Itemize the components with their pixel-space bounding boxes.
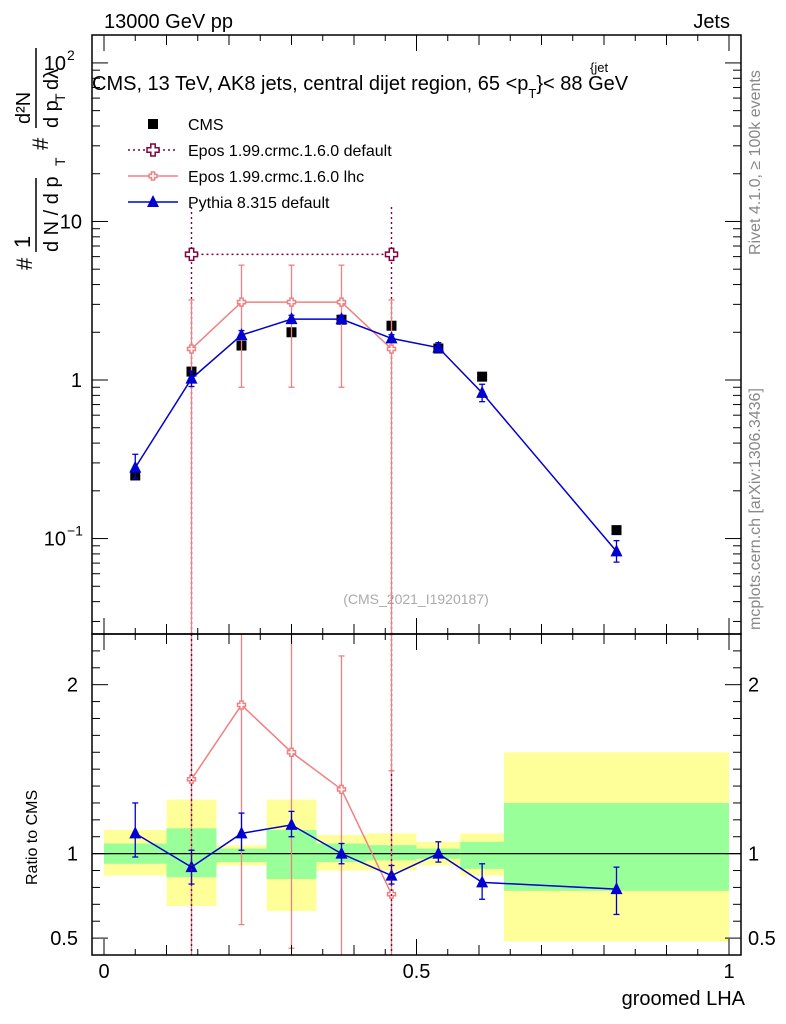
plot-title-main: CMS, 13 TeV, AK8 jets, central dijet reg… xyxy=(92,73,528,95)
ratio-series-epos-default xyxy=(190,634,393,955)
epos-default-point-1 xyxy=(384,247,399,262)
y-axis-label-main: # 1 d N / d p T # d²N d p T dλ xyxy=(10,48,68,270)
pythia-8-315-default-ratio-point-4 xyxy=(335,846,348,859)
ry-tick-label-left-0: 0.5 xyxy=(50,928,78,950)
pythia-8-315-default-ratio-point-3 xyxy=(285,817,298,830)
ry-tick-label-left-1: 1 xyxy=(67,844,78,866)
x-tick-label-1: 0.5 xyxy=(403,961,431,983)
legend-3-label: Pythia 8.315 default xyxy=(188,195,330,212)
y-label-hash2: # xyxy=(28,137,53,150)
pythia-8-315-default-ratio-point-8 xyxy=(610,882,623,895)
pythia-8-315-default-point-5 xyxy=(385,331,398,344)
legend-1-label: Epos 1.99.crmc.1.6.0 default xyxy=(188,143,392,160)
epos-1-99-crmc-1-6-0-lhc-point-4 xyxy=(386,344,397,354)
pythia-8-315-default-point-1 xyxy=(185,371,198,384)
pythia-8-315-default-point-3 xyxy=(285,312,298,325)
ry-tick-label-right-1: 1 xyxy=(748,844,759,866)
epos-1-99-crmc-1-6-0-lhc-point-3 xyxy=(336,297,347,307)
y-label-frac-den-end: dλ xyxy=(41,69,63,90)
ratio-panel-series xyxy=(129,634,623,955)
epos-lhc-main-errbar-extension xyxy=(390,634,393,771)
y-label-hash: # xyxy=(12,257,37,270)
legend-1-marker xyxy=(146,143,160,157)
ry-tick-label-right-0: 0.5 xyxy=(748,928,776,950)
plot-title-end: }< 88 GeV xyxy=(536,73,628,95)
pythia-8-315-default-ratio-point-2 xyxy=(235,826,248,839)
epos-1-99-crmc-1-6-0-lhc-ratio-point-2 xyxy=(286,747,297,758)
pythia-8-315-default-ratio-point-0 xyxy=(129,826,142,839)
y-label-den-sub: T xyxy=(52,157,68,166)
cms-point-8 xyxy=(611,525,622,536)
ry-tick-label-right-2: 2 xyxy=(748,675,759,697)
epos-1-99-crmc-1-6-0-lhc-point-1 xyxy=(236,297,247,307)
pythia-8-315-default-ratio-point-7 xyxy=(476,875,489,888)
pythia-8-315-default-point-6 xyxy=(432,340,445,353)
epos-1-99-crmc-1-6-0-lhc-point-2 xyxy=(286,297,297,307)
y-label-frac-den: d p xyxy=(41,100,63,128)
legend-0-marker xyxy=(148,119,158,129)
y-tick-label-main-1: 1 xyxy=(71,370,82,392)
pythia-8-315-default-point-0 xyxy=(129,460,142,473)
cms-point-7 xyxy=(477,371,488,382)
y-axis-label-ratio: Ratio to CMS xyxy=(24,790,41,885)
pythia-8-315-default-line xyxy=(134,318,618,552)
plot-title-sub: T xyxy=(528,86,536,101)
x-tick-label-2: 1 xyxy=(723,961,734,983)
header-right: Jets xyxy=(693,11,730,33)
legend-0-label: CMS xyxy=(188,117,224,134)
plot-title-sup: {jet xyxy=(590,60,608,75)
y-label-frac-den-sub: T xyxy=(52,93,68,102)
y-tick-label-main-3: 10 xyxy=(44,53,66,75)
analysis-watermark: (CMS_2021_I1920187) xyxy=(343,591,489,607)
epos-default-point-0 xyxy=(184,247,199,262)
header-left: 13000 GeV pp xyxy=(104,11,233,33)
x-tick-label-0: 0 xyxy=(98,961,109,983)
y-tick-label-main-0: 10 xyxy=(44,529,66,551)
legend-2-marker xyxy=(148,171,158,181)
y-label-one: 1 xyxy=(10,236,35,248)
epos-1-99-crmc-1-6-0-lhc-ratio-point-3 xyxy=(336,784,347,795)
y-tick-label-main-exp-3: 2 xyxy=(67,47,75,63)
main-series-cms xyxy=(130,314,622,536)
x-axis-label: groomed LHA xyxy=(622,988,746,1010)
pythia-8-315-default-point-8 xyxy=(610,544,623,557)
pythia-8-315-default-point-7 xyxy=(476,385,489,398)
epos-1-99-crmc-1-6-0-lhc-ratio-point-1 xyxy=(236,700,247,710)
pythia-8-315-default-ratio-point-6 xyxy=(432,846,445,859)
epos-1-99-crmc-1-6-0-lhc-point-0 xyxy=(186,344,197,354)
pythia-8-315-default-point-4 xyxy=(335,312,348,325)
ratio-series-epos-1-99-crmc-1-6-0-lhc xyxy=(186,634,397,955)
main-series-pythia-8-315-default xyxy=(129,312,623,563)
legend-3-marker xyxy=(147,195,159,207)
y-label-frac-num: d²N xyxy=(13,92,35,124)
y-label-den: d N / d p xyxy=(41,176,63,252)
rivet-label: Rivet 4.1.0, ≥ 100k events xyxy=(747,70,764,255)
legend: CMS Epos 1.99.crmc.1.6.0 default Epos 1.99… xyxy=(128,117,392,212)
y-tick-label-main-exp-0: −1 xyxy=(67,523,83,539)
legend-2-label: Epos 1.99.crmc.1.6.0 lhc xyxy=(188,169,364,186)
main-panel-series xyxy=(129,206,623,634)
ratio-series-pythia-8-315-default xyxy=(129,802,623,916)
pythia-8-315-default-point-2 xyxy=(235,328,248,341)
mcplots-label: mcplots.cern.ch [arXiv:1306.3436] xyxy=(747,388,764,630)
main-series-epos-1-99-crmc-1-6-0-lhc xyxy=(186,264,397,634)
ry-tick-label-left-2: 2 xyxy=(67,675,78,697)
y-tick-label-main-2: 10 xyxy=(60,211,82,233)
pythia-8-315-default-ratio-point-1 xyxy=(185,860,198,873)
plot-title: CMS, 13 TeV, AK8 jets, central dijet reg… xyxy=(92,73,629,101)
